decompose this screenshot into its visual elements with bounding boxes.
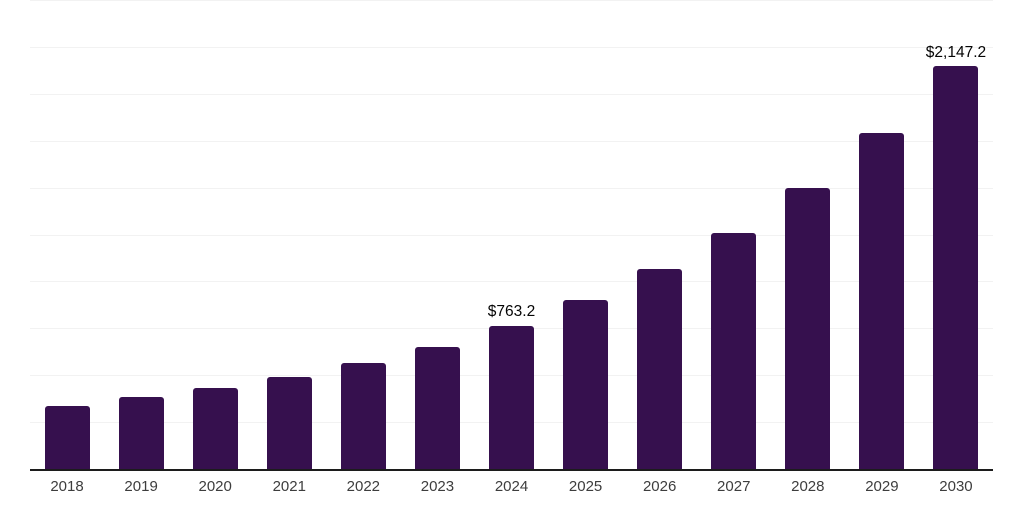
x-axis-labels: 2018 2019 2020 2021 2022 2023 2024 2025 2026 2027…	[30, 479, 993, 494]
bar-column	[400, 0, 474, 469]
bar-column: $763.2	[474, 0, 548, 469]
bar-column	[178, 0, 252, 469]
bar	[489, 325, 534, 469]
bar-column	[326, 0, 400, 469]
bar	[785, 187, 831, 469]
x-axis-label: 2019	[124, 478, 158, 495]
gridline	[30, 93, 993, 95]
bar-column	[771, 0, 845, 469]
bar	[44, 406, 90, 469]
bar	[414, 347, 460, 469]
x-axis-label: 2018	[50, 478, 84, 495]
x-axis-label: 2029	[865, 478, 899, 495]
gridline	[30, 281, 993, 283]
x-axis-label: 2023	[420, 478, 455, 495]
gridline	[30, 234, 993, 236]
bar-column	[845, 0, 919, 469]
bar	[192, 388, 238, 469]
gridline	[30, 46, 993, 48]
x-axis-label: 2021	[272, 478, 306, 495]
bar	[266, 377, 312, 469]
x-axis-label: 2027	[717, 478, 751, 495]
bar	[933, 66, 979, 469]
gridline	[30, 187, 993, 189]
bar-column	[252, 0, 326, 469]
x-axis-label: 2028	[791, 478, 825, 495]
x-axis-label: 2025	[568, 478, 603, 495]
bar-column	[30, 0, 104, 469]
plot-area: $763.2 $2,147.2	[30, 0, 993, 471]
bar	[859, 132, 905, 469]
gridline	[30, 0, 993, 1]
bar-value-label: $2,147.2	[925, 43, 987, 61]
gridline	[30, 140, 993, 142]
bar	[563, 300, 609, 469]
x-axis-label: 2020	[198, 478, 232, 495]
x-axis-label: 2030	[939, 478, 973, 495]
bar-column	[549, 0, 623, 469]
x-axis-label: 2026	[642, 478, 677, 495]
bar-value-label: $763.2	[487, 303, 536, 321]
bar-column: $2,147.2	[919, 0, 993, 469]
bar-column	[623, 0, 697, 469]
x-axis-label: 2022	[346, 478, 381, 495]
bar	[118, 397, 164, 469]
bar	[711, 233, 757, 469]
bar	[340, 363, 386, 469]
bar-column	[697, 0, 771, 469]
bar-column	[104, 0, 178, 469]
bars: $763.2 $2,147.2	[30, 0, 993, 469]
bar	[637, 269, 683, 469]
x-axis-label: 2024	[494, 478, 529, 495]
